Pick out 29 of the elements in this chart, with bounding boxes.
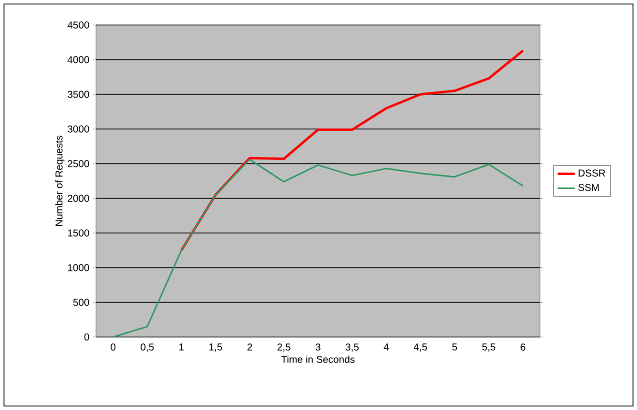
y-tick-label: 4000 bbox=[68, 56, 90, 64]
x-tick-label: 0 bbox=[110, 344, 116, 351]
x-tick-label: 5,5 bbox=[482, 344, 496, 352]
x-tick-label: 1 bbox=[179, 344, 184, 350]
y-tick-label: 3500 bbox=[68, 90, 90, 98]
x-tick-label: 0,5 bbox=[140, 344, 154, 352]
x-tick-label: 5 bbox=[452, 344, 457, 350]
x-tick-label: 3,5 bbox=[346, 344, 359, 352]
y-tick-label: 1500 bbox=[68, 229, 90, 237]
x-tick-label: 4 bbox=[384, 344, 389, 350]
legend-label: SSM bbox=[578, 184, 599, 192]
y-tick-label: 4500 bbox=[68, 21, 90, 29]
y-axis-title: Number of Requests bbox=[55, 136, 64, 226]
y-tick-label: 0 bbox=[84, 333, 90, 341]
x-tick-label: 2,5 bbox=[277, 344, 290, 352]
y-tick-label: 2500 bbox=[68, 160, 90, 168]
y-tick-label: 1000 bbox=[68, 264, 90, 272]
line-series bbox=[112, 158, 524, 337]
x-axis-title: Time in Seconds bbox=[281, 356, 355, 363]
y-tick-label: 2000 bbox=[68, 194, 90, 202]
y-tick-label: 500 bbox=[73, 298, 90, 306]
x-tick-label: 6 bbox=[520, 344, 526, 351]
y-tick-label: 3000 bbox=[68, 125, 90, 133]
x-tick-label: 4,5 bbox=[414, 344, 427, 352]
x-tick-label: 2 bbox=[247, 344, 252, 350]
legend-label: DSSR bbox=[578, 170, 606, 177]
x-tick-label: 1,5 bbox=[209, 344, 222, 352]
line-series bbox=[180, 49, 524, 252]
x-tick-label: 3 bbox=[316, 344, 320, 351]
